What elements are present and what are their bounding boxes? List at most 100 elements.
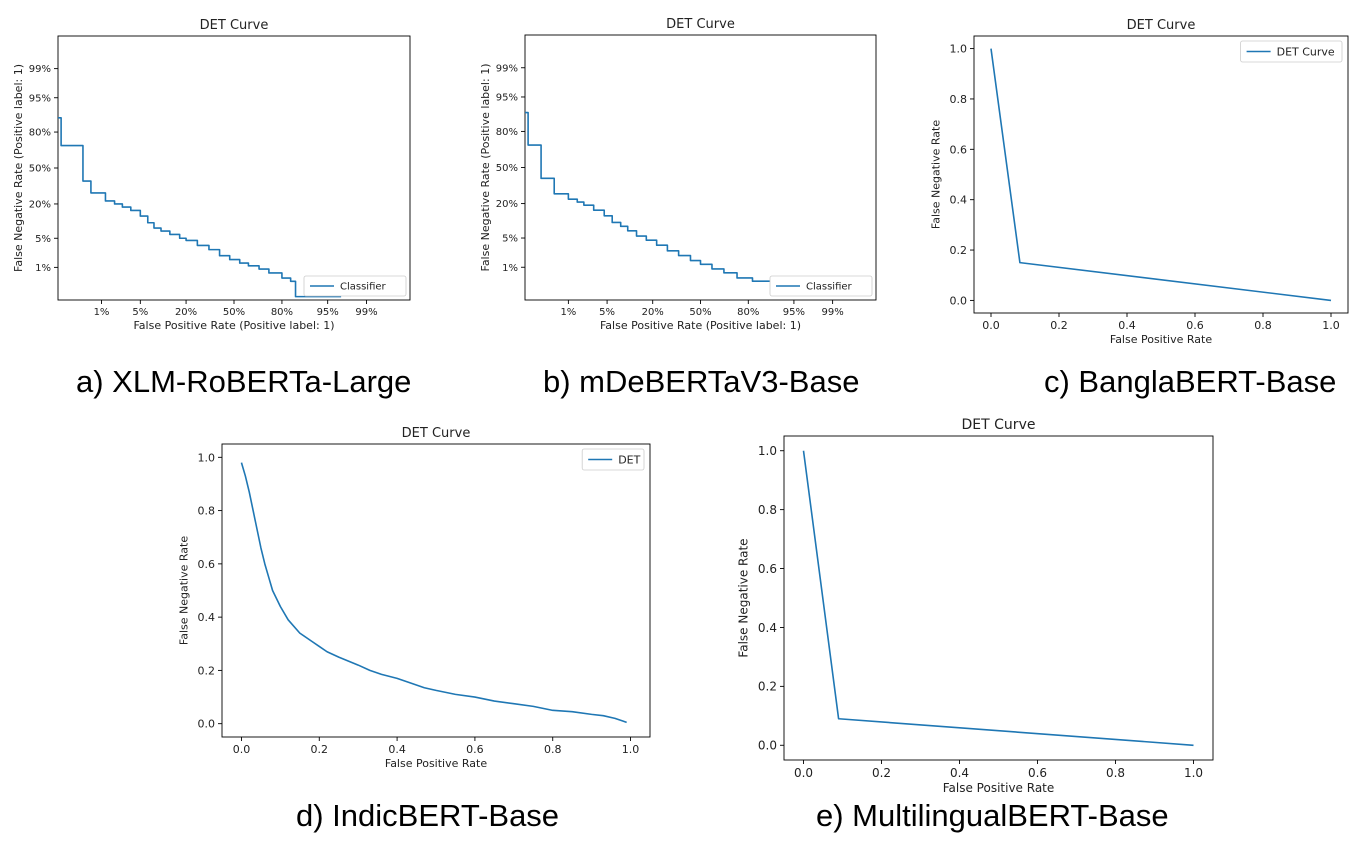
y-tick-label: 80% [496, 127, 518, 138]
y-tick-label: 1.0 [950, 43, 968, 56]
y-axis-label: False Negative Rate [929, 120, 942, 229]
x-axis-label: False Positive Rate (Positive label: 1) [600, 319, 801, 332]
det-series-line [240, 462, 627, 724]
y-tick-label: 5% [35, 234, 51, 245]
legend: Classifier [769, 275, 873, 297]
legend-box [303, 275, 407, 297]
x-tick-label: 0.2 [872, 766, 891, 780]
legend-box [581, 448, 645, 471]
x-tick-label: 0.0 [233, 743, 251, 756]
legend: DET Curve [1240, 40, 1343, 63]
chart-title: DET Curve [666, 17, 735, 32]
x-tick-label: 0.8 [1254, 319, 1272, 332]
y-tick-label: 0.8 [758, 503, 777, 517]
x-tick-label: 20% [175, 307, 197, 318]
det-series-line [802, 450, 1194, 747]
x-tick-label: 1.0 [1184, 766, 1203, 780]
y-tick-label: 50% [29, 164, 51, 175]
x-tick-label: 99% [355, 307, 377, 318]
y-tick-label: 0.4 [198, 611, 216, 624]
y-tick-label: 0.6 [758, 562, 777, 576]
x-tick-label: 95% [317, 307, 339, 318]
chart-title: DET Curve [402, 426, 471, 441]
y-axis-label: False Negative Rate [737, 538, 751, 657]
y-tick-label: 0.2 [950, 244, 968, 257]
y-tick-label: 5% [502, 234, 518, 245]
legend-box [769, 275, 873, 297]
legend-label: Classifier [340, 282, 387, 293]
x-tick-label: 50% [689, 307, 711, 318]
y-tick-label: 0.2 [758, 680, 777, 694]
caption-c: c) BanglaBERT-Base [1044, 364, 1337, 399]
legend-label: DET [618, 453, 640, 466]
y-axis-label: False Negative Rate (Positive label: 1) [479, 64, 492, 272]
det-series-line [990, 48, 1332, 302]
y-tick-label: 20% [496, 199, 518, 210]
legend-label: DET Curve [1277, 45, 1335, 58]
y-tick-label: 0.4 [950, 194, 968, 207]
caption-a: a) XLM-RoBERTa-Large [76, 364, 412, 399]
x-tick-label: 0.0 [794, 766, 813, 780]
x-tick-label: 80% [737, 307, 759, 318]
x-tick-label: 0.6 [1028, 766, 1047, 780]
x-tick-label: 1.0 [1322, 319, 1340, 332]
y-tick-label: 0.0 [758, 739, 777, 753]
x-axis-label: False Positive Rate [385, 757, 487, 770]
y-tick-label: 95% [496, 93, 518, 104]
y-tick-label: 1.0 [758, 444, 777, 458]
axes-frame [783, 435, 1214, 761]
y-tick-label: 0.6 [950, 143, 968, 156]
y-tick-label: 0.0 [950, 294, 968, 307]
x-axis-label: False Positive Rate [943, 781, 1055, 795]
y-tick-label: 0.4 [758, 621, 777, 635]
y-tick-label: 0.2 [198, 664, 216, 677]
x-axis-label: False Positive Rate [1110, 333, 1212, 346]
y-tick-label: 1% [502, 263, 518, 274]
y-tick-label: 80% [29, 128, 51, 139]
y-tick-label: 0.6 [198, 558, 216, 571]
caption-e: e) MultilingualBERT-Base [816, 798, 1169, 833]
x-tick-label: 1% [94, 307, 110, 318]
x-tick-label: 95% [783, 307, 805, 318]
x-tick-label: 50% [223, 307, 245, 318]
x-tick-label: 0.2 [311, 743, 329, 756]
axes-frame [973, 35, 1349, 314]
y-tick-label: 50% [496, 163, 518, 174]
x-tick-label: 0.4 [950, 766, 969, 780]
x-tick-label: 0.8 [1106, 766, 1125, 780]
x-tick-label: 0.4 [1118, 319, 1136, 332]
x-tick-label: 0.6 [466, 743, 484, 756]
det-series-line [525, 111, 825, 295]
y-tick-label: 99% [496, 63, 518, 74]
chart-title: DET Curve [962, 417, 1036, 433]
x-tick-label: 0.4 [388, 743, 406, 756]
det-series-line [58, 117, 342, 298]
legend-box [1240, 40, 1343, 63]
x-tick-label: 0.2 [1050, 319, 1068, 332]
y-tick-label: 0.8 [198, 505, 216, 518]
y-tick-label: 1.0 [198, 451, 216, 464]
y-axis-label: False Negative Rate [177, 536, 190, 645]
y-tick-label: 0.0 [198, 718, 216, 731]
chart-title: DET Curve [200, 18, 269, 33]
axes-frame [221, 443, 651, 738]
x-tick-label: 20% [642, 307, 664, 318]
y-tick-label: 99% [29, 64, 51, 75]
caption-b: b) mDeBERTaV3-Base [543, 364, 860, 399]
x-tick-label: 80% [271, 307, 293, 318]
legend-label: Classifier [806, 282, 853, 293]
legend: DET [581, 448, 645, 471]
y-tick-label: 95% [29, 93, 51, 104]
x-axis-label: False Positive Rate (Positive label: 1) [133, 319, 334, 332]
caption-d: d) IndicBERT-Base [296, 798, 560, 833]
y-tick-label: 20% [29, 200, 51, 211]
y-axis-label: False Negative Rate (Positive label: 1) [12, 64, 25, 272]
y-tick-label: 1% [35, 263, 51, 274]
x-tick-label: 1.0 [622, 743, 640, 756]
chart-title: DET Curve [1127, 18, 1196, 33]
x-tick-label: 0.0 [982, 319, 1000, 332]
x-tick-label: 1% [560, 307, 576, 318]
